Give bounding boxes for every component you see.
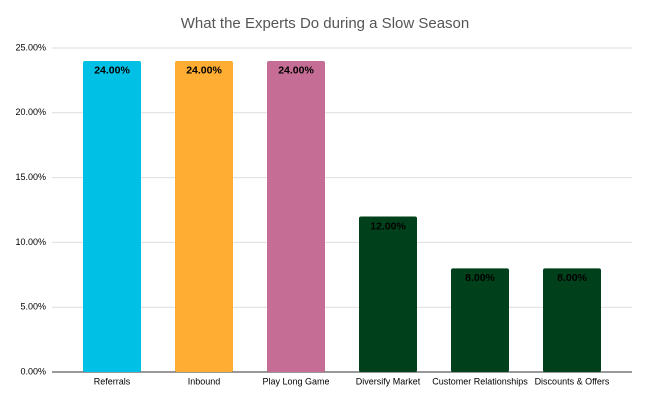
bar: [359, 216, 417, 372]
y-tick-label: 5.00%: [20, 302, 46, 312]
bar: [83, 60, 141, 373]
value-label: 24.00%: [278, 65, 314, 77]
y-tick-label: 15.00%: [15, 172, 46, 182]
x-tick-label: Diversify Market: [356, 376, 421, 386]
value-label: 24.00%: [94, 65, 130, 77]
value-label: 8.00%: [557, 272, 587, 284]
y-tick-label: 10.00%: [15, 237, 46, 247]
bar: [543, 268, 601, 372]
chart-title: What the Experts Do during a Slow Season: [181, 15, 470, 32]
bar: [451, 268, 509, 372]
x-tick-label: Discounts & Offers: [535, 376, 610, 386]
value-label: 8.00%: [465, 272, 495, 284]
value-label: 12.00%: [370, 220, 406, 232]
y-tick-label: 0.00%: [20, 366, 46, 376]
x-tick-label: Referrals: [94, 376, 131, 386]
x-tick-label: Inbound: [188, 376, 221, 386]
bar: [267, 60, 325, 373]
bar: [175, 60, 233, 373]
x-tick-label: Play Long Game: [262, 376, 329, 386]
y-tick-label: 20.00%: [15, 107, 46, 117]
value-label: 24.00%: [186, 65, 222, 77]
y-tick-label: 25.00%: [15, 42, 46, 52]
x-tick-label: Customer Relationships: [432, 376, 528, 386]
